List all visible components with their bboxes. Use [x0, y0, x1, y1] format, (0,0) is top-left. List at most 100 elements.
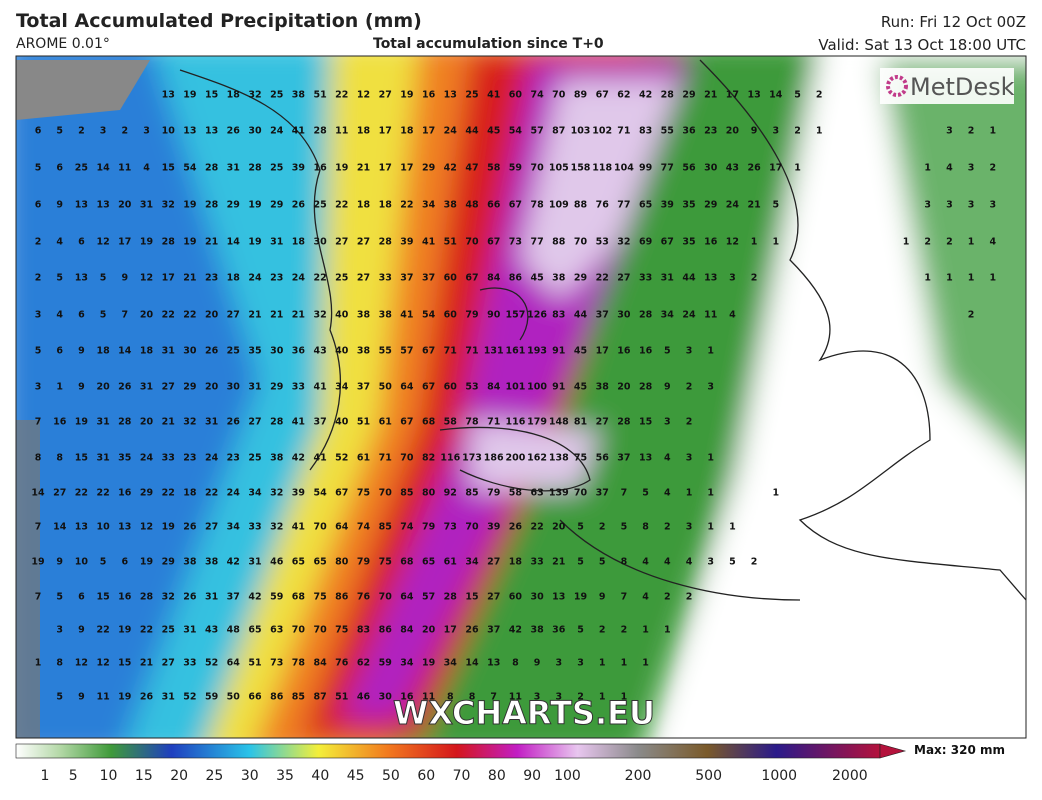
grid-value: 76 — [596, 200, 610, 211]
logo-box — [880, 68, 1014, 104]
colorbar-label: 100 — [554, 768, 581, 784]
grid-value: 5 — [56, 592, 63, 603]
grid-value: 31 — [140, 382, 153, 393]
grid-value: 2 — [816, 90, 823, 101]
grid-value: 73 — [444, 522, 457, 533]
grid-value: 22 — [162, 488, 175, 499]
grid-value: 40 — [335, 310, 349, 321]
grid-value: 39 — [400, 237, 413, 248]
grid-value: 31 — [270, 237, 283, 248]
grid-value: 56 — [596, 453, 610, 464]
grid-value: 8 — [621, 557, 628, 568]
grid-value: 1 — [729, 522, 736, 533]
grid-value: 41 — [400, 310, 413, 321]
grid-value: 65 — [292, 557, 305, 568]
grid-value: 12 — [357, 90, 370, 101]
grid-value: 27 — [53, 488, 66, 499]
grid-value: 41 — [313, 453, 326, 464]
grid-value: 19 — [183, 237, 196, 248]
grid-value: 21 — [357, 163, 370, 174]
grid-value: 3 — [100, 126, 107, 137]
grid-value: 1 — [989, 126, 996, 137]
grid-value: 43 — [205, 625, 218, 636]
grid-value: 19 — [140, 237, 153, 248]
grid-value: 41 — [292, 417, 305, 428]
grid-value: 2 — [686, 417, 693, 428]
grid-value: 18 — [357, 126, 371, 137]
grid-value: 29 — [270, 382, 283, 393]
grid-value: 15 — [75, 453, 88, 464]
map-frame — [15, 55, 1027, 739]
grid-value: 1 — [924, 163, 931, 174]
colorbar-label: 50 — [382, 768, 400, 784]
grid-value: 22 — [530, 522, 543, 533]
grid-value: 103 — [571, 126, 591, 137]
grid-value: 6 — [78, 310, 85, 321]
grid-value: 18 — [183, 488, 197, 499]
grid-value: 5 — [35, 163, 42, 174]
grid-value: 19 — [574, 592, 587, 603]
grid-value: 101 — [505, 382, 525, 393]
grid-value: 9 — [78, 382, 85, 393]
grid-value: 85 — [292, 692, 305, 703]
grid-value: 64 — [400, 592, 414, 603]
grid-value: 75 — [357, 488, 370, 499]
grid-value: 91 — [552, 346, 565, 357]
grid-value: 16 — [118, 488, 132, 499]
grid-value: 77 — [661, 163, 674, 174]
grid-value: 8 — [642, 522, 649, 533]
grid-value: 1 — [989, 273, 996, 284]
grid-value: 70 — [574, 237, 588, 248]
grid-value: 68 — [400, 557, 414, 568]
grid-value: 116 — [505, 417, 525, 428]
grid-value: 9 — [78, 692, 85, 703]
grid-value: 109 — [549, 200, 569, 211]
grid-value: 9 — [599, 592, 606, 603]
colorbar-label: 5 — [69, 768, 78, 784]
grid-value: 19 — [31, 557, 44, 568]
grid-value: 1 — [642, 625, 649, 636]
grid-value: 48 — [465, 200, 479, 211]
title: Total Accumulated Precipitation (mm) — [16, 10, 422, 32]
grid-value: 11 — [704, 310, 717, 321]
grid-value: 67 — [487, 237, 500, 248]
grid-value: 3 — [924, 200, 931, 211]
grid-value: 3 — [555, 658, 562, 669]
grid-value: 31 — [162, 346, 175, 357]
grid-value: 4 — [56, 237, 63, 248]
grid-value: 86 — [509, 273, 523, 284]
grid-value: 139 — [549, 488, 569, 499]
grid-value: 2 — [989, 163, 996, 174]
grid-value: 15 — [465, 592, 478, 603]
grid-value: 37 — [617, 453, 630, 464]
grid-value: 21 — [552, 557, 565, 568]
grid-value: 78 — [292, 658, 306, 669]
grid-value: 56 — [682, 163, 696, 174]
grid-value: 19 — [118, 625, 131, 636]
grid-value: 12 — [726, 237, 739, 248]
grid-value: 29 — [162, 557, 175, 568]
grid-value: 5 — [794, 90, 801, 101]
grid-value: 28 — [639, 310, 653, 321]
grid-value: 31 — [248, 382, 261, 393]
subtitle: Total accumulation since T+0 — [373, 36, 604, 52]
grid-value: 2 — [664, 522, 671, 533]
grid-value: 21 — [183, 273, 196, 284]
grid-value: 38 — [530, 625, 544, 636]
grid-value: 30 — [227, 382, 241, 393]
grid-value: 67 — [509, 200, 522, 211]
grid-value: 37 — [422, 273, 435, 284]
grid-value: 88 — [552, 237, 566, 248]
grid-value: 31 — [248, 557, 261, 568]
grid-value: 13 — [75, 522, 88, 533]
grid-value: 18 — [140, 346, 154, 357]
grid-value: 51 — [357, 417, 370, 428]
grid-value: 179 — [527, 417, 547, 428]
grid-value: 32 — [162, 592, 175, 603]
grid-value: 42 — [639, 90, 652, 101]
grid-value: 34 — [227, 522, 241, 533]
grid-value: 24 — [270, 126, 284, 137]
grid-value: 2 — [664, 592, 671, 603]
grid-value: 13 — [75, 273, 88, 284]
grid-value: 17 — [400, 163, 413, 174]
